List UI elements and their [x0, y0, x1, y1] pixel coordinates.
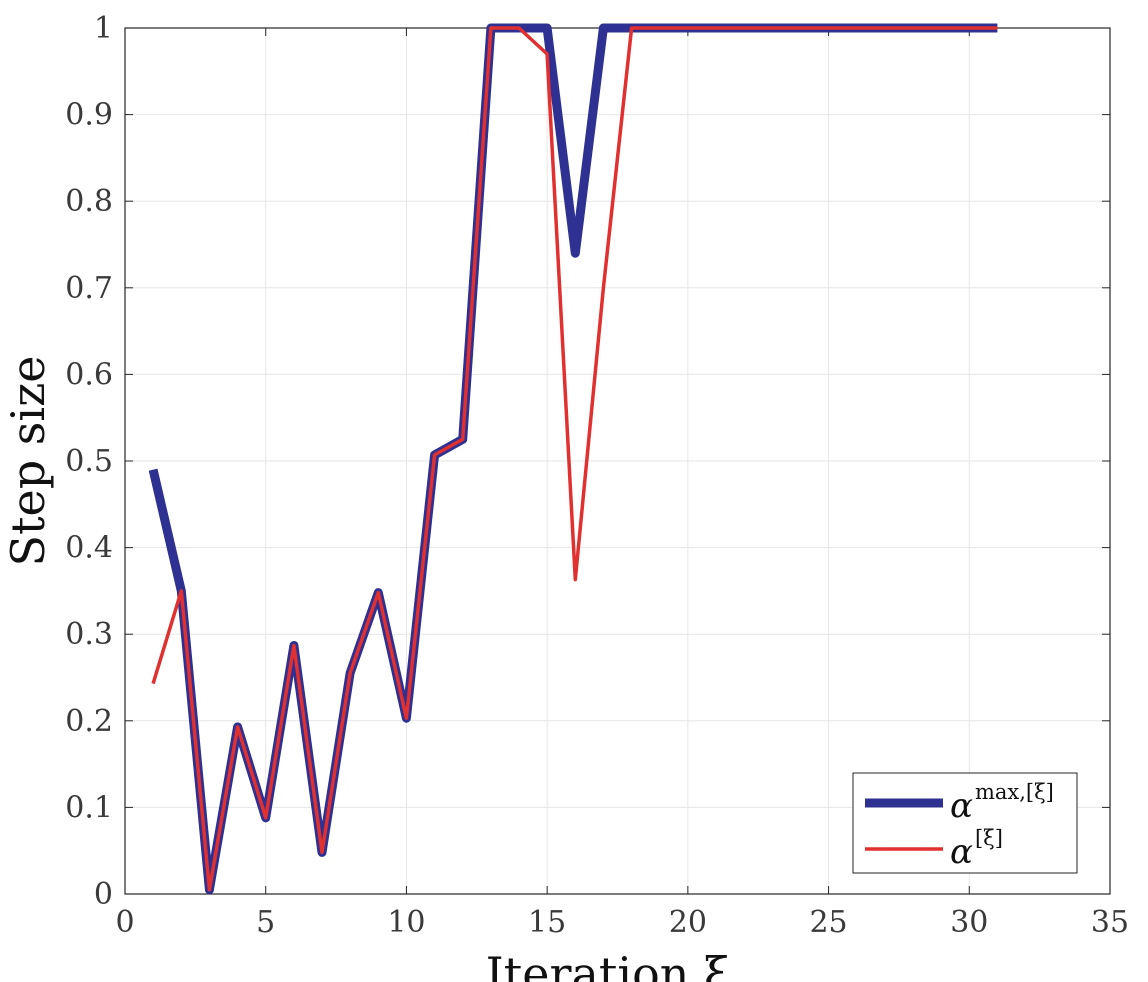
x-tick-label: 20 [669, 905, 707, 940]
y-tick-label: 0.4 [65, 531, 113, 566]
x-tick-label: 35 [1091, 905, 1129, 940]
x-axis-title: Iteration ξ [486, 947, 730, 982]
legend: αmax,[ξ]α[ξ] [852, 772, 1078, 874]
y-tick-label: 0.9 [65, 98, 113, 133]
x-tick-label: 10 [387, 905, 425, 940]
x-tick-label: 30 [950, 905, 988, 940]
y-tick-label: 0.5 [65, 444, 113, 479]
y-tick-label: 0.1 [65, 790, 113, 825]
x-tick-label: 0 [115, 905, 134, 940]
legend-box [852, 772, 1078, 874]
x-tick-label: 5 [256, 905, 275, 940]
y-tick-label: 0.8 [65, 184, 113, 219]
axis-ticks: 0 5 10 15 20 25 30 35 0 0.1 0.2 0.3 0.4 0.5 0.6 0.7 0.8 0… [65, 11, 1129, 940]
x-tick-label: 25 [809, 905, 847, 940]
legend-label: α[ξ] [950, 826, 1003, 872]
series-lines [148, 23, 998, 895]
y-axis-title: Step size [1, 355, 55, 566]
y-tick-label: 0.6 [65, 357, 113, 392]
y-tick-label: 1 [94, 11, 113, 46]
legend-label: αmax,[ξ] [950, 780, 1054, 826]
y-tick-label: 0.7 [65, 271, 113, 306]
y-tick-label: 0.3 [65, 617, 113, 652]
y-tick-label: 0.2 [65, 704, 113, 739]
series-line-alpha [151, 26, 998, 892]
x-tick-label: 15 [528, 905, 566, 940]
y-tick-label: 0 [94, 877, 113, 912]
